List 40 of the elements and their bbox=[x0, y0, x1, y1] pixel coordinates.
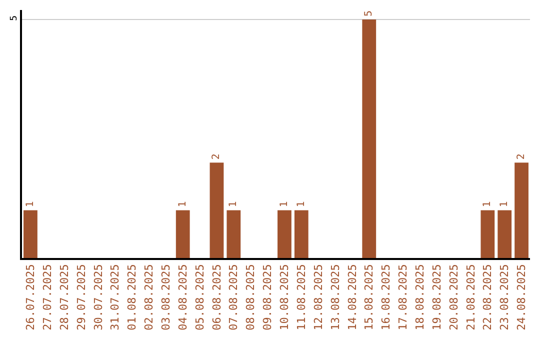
x-tick-label: 21.08.2025 bbox=[464, 264, 478, 330]
x-tick-label: 14.08.2025 bbox=[346, 264, 359, 330]
x-tick-label: 13.08.2025 bbox=[328, 264, 342, 330]
data-label: 2 bbox=[516, 154, 528, 160]
x-tick-label: 24.08.2025 bbox=[515, 264, 528, 330]
x-tick-label: 31.07.2025 bbox=[108, 264, 122, 330]
data-label: 5 bbox=[364, 10, 375, 17]
x-tick-label: 15.08.2025 bbox=[362, 264, 376, 330]
x-tick-label: 10.08.2025 bbox=[278, 264, 292, 330]
x-tick-label: 04.08.2025 bbox=[176, 264, 190, 330]
x-tick-label: 30.07.2025 bbox=[92, 264, 105, 330]
x-tick-label: 08.08.2025 bbox=[244, 264, 258, 330]
data-label: 1 bbox=[24, 201, 36, 208]
data-label: 1 bbox=[177, 201, 188, 208]
data-label: 1 bbox=[278, 201, 290, 208]
x-tick-label: 01.08.2025 bbox=[126, 264, 139, 330]
data-label: 2 bbox=[211, 154, 222, 160]
data-label: 1 bbox=[499, 201, 510, 208]
x-tick-label: 27.07.2025 bbox=[40, 264, 54, 330]
x-tick-label: 19.08.2025 bbox=[430, 264, 444, 330]
x-tick-label: 03.08.2025 bbox=[160, 264, 173, 330]
x-tick-label: 16.08.2025 bbox=[380, 264, 393, 330]
x-tick-label: 12.08.2025 bbox=[312, 264, 325, 330]
x-tick-label: 17.08.2025 bbox=[396, 264, 410, 330]
x-tick-label: 09.08.2025 bbox=[261, 264, 274, 330]
data-label: 1 bbox=[482, 201, 494, 208]
data-label: 1 bbox=[228, 201, 240, 208]
x-tick-label: 28.07.2025 bbox=[58, 264, 71, 330]
data-label: 1 bbox=[296, 201, 307, 208]
x-tick-label: 20.08.2025 bbox=[447, 264, 460, 330]
x-tick-label: 07.08.2025 bbox=[227, 264, 240, 330]
x-tick-label: 05.08.2025 bbox=[193, 264, 206, 330]
x-tick-label: 23.08.2025 bbox=[498, 264, 512, 330]
x-tick-label: 06.08.2025 bbox=[210, 264, 224, 330]
x-tick-label: 18.08.2025 bbox=[414, 264, 427, 330]
x-tick-label: 29.07.2025 bbox=[74, 264, 88, 330]
x-tick-label: 11.08.2025 bbox=[294, 264, 308, 330]
x-tick-label: 02.08.2025 bbox=[142, 264, 156, 330]
x-tick-label: 22.08.2025 bbox=[481, 264, 494, 330]
x-tick-label: 26.07.2025 bbox=[24, 264, 38, 330]
